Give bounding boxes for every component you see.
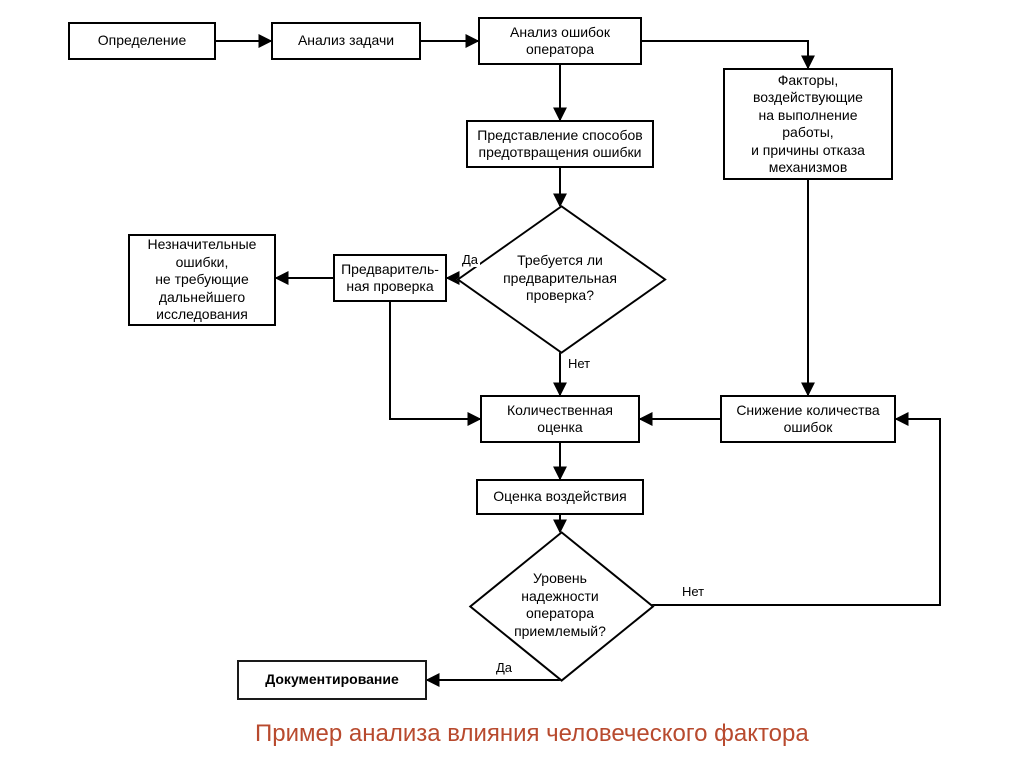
flowchart-node-n11: Оценка воздействия [476,479,644,515]
flowchart-node-n13: Документирование [237,660,427,700]
flowchart-node-n8: Незначительныеошибки,не требующиедальней… [128,234,276,326]
edge-label: Нет [680,584,706,599]
edge-label: Нет [566,356,592,371]
edge-label: Да [494,660,514,675]
flowchart-node-n1: Определение [68,22,216,60]
edge-label: Да [460,252,480,267]
flowchart-node-n4: Факторы,воздействующиена выполнениеработ… [723,68,893,180]
flowchart-node-n10: Снижение количестваошибок [720,395,896,443]
flowchart-node-n3: Анализ ошибокоператора [478,17,642,65]
flowchart-node-n2: Анализ задачи [271,22,421,60]
flowchart-node-n9: Количественнаяоценка [480,395,640,443]
flowchart-node-n5: Представление способовпредотвращения оши… [466,120,654,168]
diagram-caption: Пример анализа влияния человеческого фак… [255,720,809,748]
flowchart-node-n7: Предваритель-ная проверка [333,254,447,302]
